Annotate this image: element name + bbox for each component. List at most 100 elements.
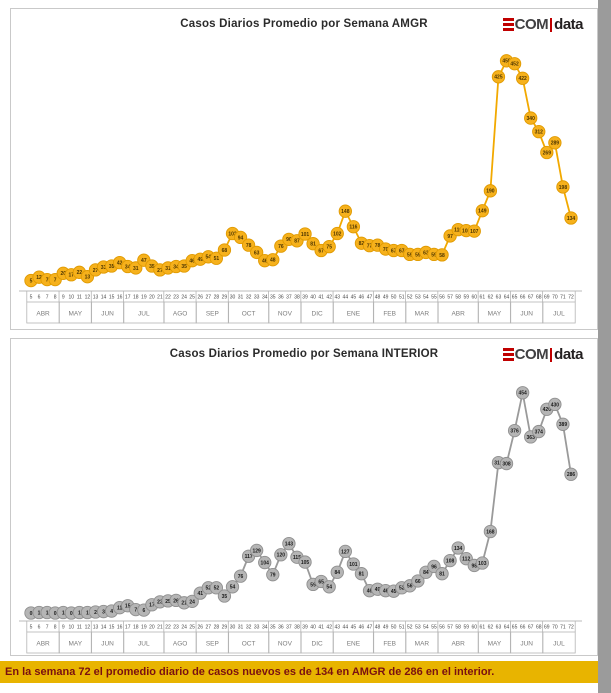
data-point-label: 75 [326, 245, 332, 251]
data-point-label: 27 [93, 268, 99, 274]
data-point-label: 376 [510, 429, 519, 435]
data-point [338, 204, 352, 218]
data-point-label: 42 [117, 261, 123, 267]
series-line [30, 59, 572, 282]
data-point-label: 31 [133, 266, 139, 272]
interior-chart-panel: Casos Diarios Promedio por Semana INTERI… [10, 338, 598, 656]
week-tick-label: 53 [415, 295, 421, 301]
data-point [564, 467, 578, 481]
data-point-label: 12 [36, 275, 42, 281]
week-tick-label: 61 [480, 625, 486, 631]
data-point-label: 82 [359, 241, 365, 247]
week-tick-label: 68 [536, 295, 542, 301]
data-point [322, 239, 336, 254]
month-label: ENE [347, 311, 361, 318]
week-tick-label: 44 [343, 295, 349, 301]
week-tick-label: 53 [415, 625, 421, 631]
data-point-label: 45 [391, 589, 397, 595]
data-point-label: 0 [30, 611, 33, 617]
data-point [266, 253, 280, 267]
week-tick-label: 65 [512, 625, 518, 631]
data-point-label: 425 [494, 75, 503, 81]
data-point-label: 102 [333, 231, 342, 237]
week-tick-label: 57 [447, 625, 453, 631]
month-label: MAY [488, 311, 502, 318]
data-point-label: 4 [110, 609, 113, 615]
week-tick-label: 38 [294, 625, 300, 631]
week-tick-label: 63 [496, 295, 502, 301]
data-point-label: 3 [102, 609, 105, 615]
month-label: JUL [138, 641, 150, 648]
data-point-label: 66 [415, 579, 421, 585]
data-point-label: 103 [478, 561, 487, 567]
week-tick-label: 51 [399, 625, 405, 631]
data-point-label: 34 [125, 264, 131, 270]
month-label: ABR [451, 641, 465, 648]
week-tick-label: 47 [367, 295, 373, 301]
data-point [330, 565, 344, 579]
week-tick-label: 71 [560, 295, 566, 301]
data-point-label: 1 [86, 610, 89, 616]
data-point-label: 6 [142, 608, 145, 614]
data-point-label: 2 [94, 610, 97, 616]
week-tick-label: 67 [528, 625, 534, 631]
week-tick-label: 49 [383, 295, 389, 301]
data-point-label: 430 [551, 402, 560, 408]
week-tick-label: 26 [197, 625, 203, 631]
month-label: MAY [488, 641, 502, 648]
data-point-label: 102 [228, 231, 237, 237]
week-tick-label: 18 [133, 625, 139, 631]
data-point-label: 1 [78, 610, 81, 616]
data-point [225, 580, 240, 594]
data-point-label: 58 [439, 253, 445, 259]
week-tick-label: 18 [133, 295, 139, 301]
month-label: ENE [347, 641, 361, 648]
week-tick-label: 43 [334, 295, 340, 301]
week-tick-label: 56 [439, 625, 445, 631]
week-tick-label: 32 [246, 295, 252, 301]
data-point-label: 107 [470, 229, 479, 235]
week-tick-label: 15 [109, 625, 115, 631]
week-tick-label: 71 [560, 625, 566, 631]
interior-panel-header: Casos Diarios Promedio por Semana INTERI… [11, 339, 597, 369]
month-cell [542, 631, 576, 654]
week-tick-label: 11 [77, 625, 82, 631]
logo-text-data: data [554, 346, 583, 363]
week-tick-label: 8 [54, 625, 57, 631]
data-point-label: 63 [254, 250, 260, 256]
data-point-label: 46 [262, 259, 268, 265]
data-point [532, 124, 546, 139]
data-point [435, 248, 449, 262]
data-point-label: 127 [341, 549, 350, 555]
week-tick-label: 44 [343, 625, 349, 631]
data-point-label: 15 [125, 604, 131, 610]
week-tick-label: 57 [447, 295, 453, 301]
week-tick-label: 40 [310, 625, 316, 631]
data-point-label: 422 [518, 76, 527, 82]
week-tick-label: 61 [480, 295, 486, 301]
week-tick-label: 42 [326, 295, 332, 301]
week-tick-label: 58 [455, 295, 461, 301]
data-point-label: 31 [165, 266, 171, 272]
month-label: OCT [242, 311, 256, 318]
week-tick-label: 13 [93, 295, 99, 301]
data-point-label: 148 [341, 209, 350, 215]
data-point-label: 76 [278, 244, 284, 250]
week-tick-label: 40 [310, 295, 316, 301]
data-point-label: 67 [399, 248, 405, 254]
week-tick-label: 6 [38, 295, 41, 301]
month-cell [542, 301, 576, 324]
data-point-label: 112 [462, 557, 470, 563]
data-point-label: 0 [70, 611, 73, 617]
week-tick-label: 36 [278, 295, 284, 301]
data-point [346, 557, 361, 571]
data-point-label: 420 [543, 407, 552, 413]
data-point [483, 184, 498, 198]
month-label: JUN [101, 641, 114, 648]
data-point [209, 251, 224, 265]
data-point-label: 340 [527, 116, 536, 122]
week-tick-label: 60 [472, 625, 478, 631]
data-point-label: 26 [173, 598, 179, 604]
data-point-label: 35 [149, 264, 155, 270]
data-point [564, 211, 578, 225]
